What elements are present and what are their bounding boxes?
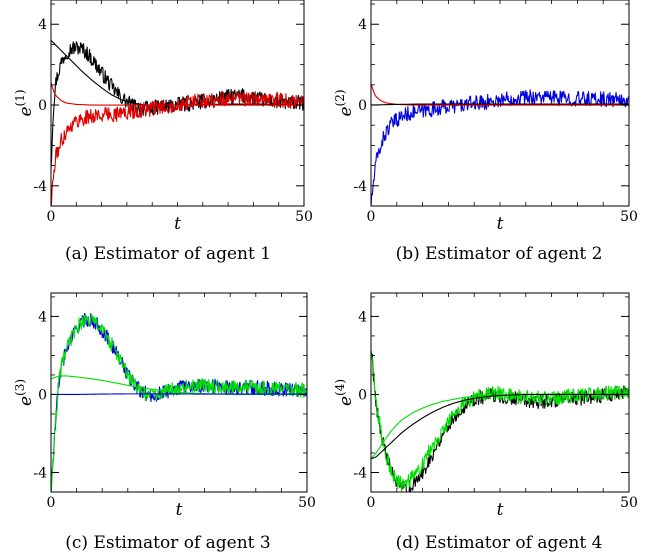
series-c-3	[51, 393, 307, 395]
ytick-label-a-2: 4	[38, 17, 47, 33]
series-b-2	[371, 103, 629, 106]
series-a-2	[51, 90, 304, 206]
series-b-0	[371, 89, 629, 206]
ylabel-c: e(3)	[13, 379, 36, 406]
xtick-label-d-1: 50	[620, 495, 638, 511]
ytick-label-a-0: -4	[33, 179, 47, 195]
series-a-3	[51, 82, 304, 106]
ytick-label-d-2: 4	[358, 309, 367, 325]
series-b-1	[371, 83, 629, 106]
xtick-label-a-1: 50	[295, 209, 313, 225]
series-c-1	[51, 313, 307, 492]
xtick-label-c-1: 50	[298, 495, 316, 511]
ytick-label-d-0: -4	[353, 465, 367, 481]
ylabel-d: e(4)	[333, 379, 356, 406]
caption-b: (b) Estimator of agent 2	[395, 244, 603, 264]
series-c-0	[51, 312, 307, 492]
xtick-label-d-0: 0	[367, 495, 376, 511]
series-d-1	[371, 350, 629, 492]
series-d-0	[371, 350, 629, 492]
ylabel-b: e(2)	[333, 89, 356, 116]
ytick-label-c-2: 4	[38, 309, 47, 325]
xlabel-b: t	[497, 214, 504, 234]
ytick-label-b-0: -4	[353, 179, 367, 195]
xtick-label-b-0: 0	[367, 209, 376, 225]
xtick-label-a-0: 0	[47, 209, 56, 225]
xlabel-c: t	[176, 500, 183, 520]
xtick-label-b-1: 50	[620, 209, 638, 225]
series-d-3	[371, 393, 629, 460]
caption-a: (a) Estimator of agent 1	[64, 244, 272, 264]
xlabel-a: t	[174, 214, 181, 234]
ylabel-a: e(1)	[13, 89, 36, 116]
caption-d: (d) Estimator of agent 4	[395, 533, 603, 553]
xlabel-d: t	[497, 500, 504, 520]
xtick-label-c-0: 0	[47, 495, 56, 511]
ytick-label-b-2: 4	[358, 17, 367, 33]
ytick-label-b-1: 0	[358, 98, 367, 114]
ytick-label-a-1: 0	[38, 98, 47, 114]
ytick-label-c-0: -4	[33, 465, 47, 481]
caption-c: (c) Estimator of agent 3	[65, 533, 271, 553]
ytick-label-d-1: 0	[358, 387, 367, 403]
ytick-label-c-1: 0	[38, 387, 47, 403]
